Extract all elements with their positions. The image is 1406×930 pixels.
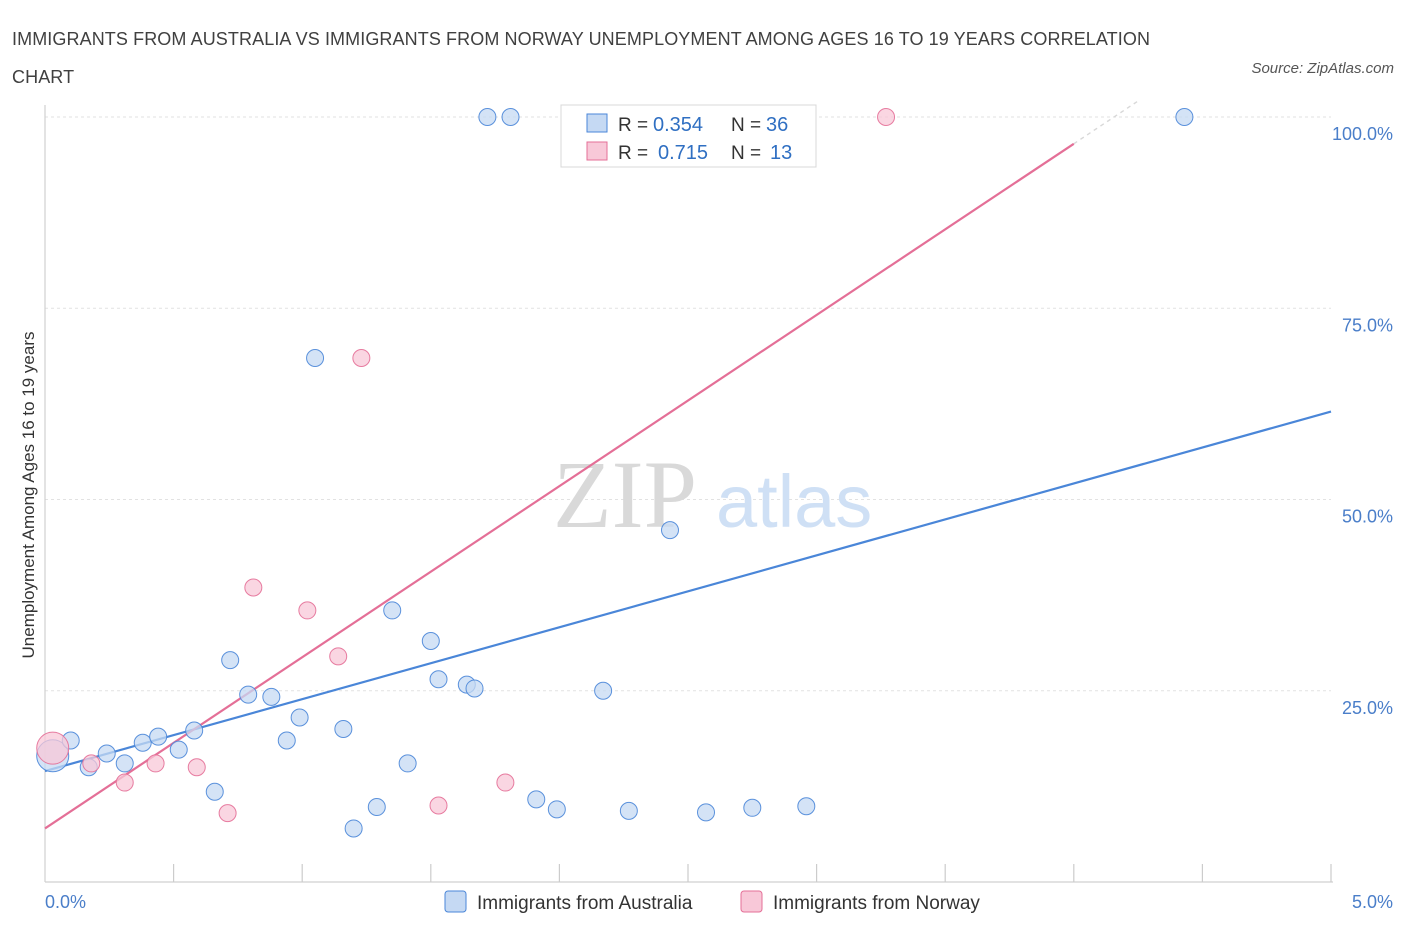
stats-n-value-norway: 13 (770, 142, 792, 164)
trend-line-norway (44, 142, 1075, 830)
point-norway-12[interactable] (877, 108, 896, 126)
y-tick-label-25: 25.0% (1342, 698, 1393, 718)
source-label: Source: ZipAtlas.com (1251, 60, 1394, 77)
point-australia-20[interactable] (398, 754, 417, 773)
stats-legend: R = 0.354 N = 36 R = 0.715 N = 13 (560, 104, 817, 168)
point-norway-5[interactable] (218, 804, 237, 823)
point-australia-27[interactable] (527, 790, 546, 809)
point-australia-34[interactable] (797, 797, 816, 816)
point-australia-28[interactable] (547, 800, 566, 819)
point-australia-5[interactable] (133, 733, 152, 752)
legend-swatch-australia (444, 890, 467, 913)
point-australia-15[interactable] (306, 348, 325, 367)
point-australia-12[interactable] (262, 687, 281, 706)
stats-n-value-australia: 36 (766, 114, 788, 136)
point-australia-32[interactable] (697, 803, 716, 822)
watermark-atlas: atlas (716, 460, 872, 543)
point-norway-4[interactable] (187, 758, 206, 777)
point-norway-6[interactable] (244, 578, 263, 597)
legend-label-norway: Immigrants from Norway (773, 893, 980, 914)
point-norway-0[interactable] (36, 731, 70, 765)
trend-line-australia (44, 410, 1332, 773)
point-australia-10[interactable] (221, 651, 240, 670)
x-tick-label-max: 5.0% (1352, 892, 1393, 912)
point-australia-16[interactable] (334, 720, 353, 738)
point-norway-7[interactable] (298, 601, 317, 620)
trend-lines (44, 100, 1332, 830)
chart-title: IMMIGRANTS FROM AUSTRALIA VS IMMIGRANTS … (12, 29, 1151, 87)
legend-label-australia: Immigrants from Australia (477, 893, 693, 914)
y-tick-label-50: 50.0% (1342, 507, 1393, 527)
y-axis-title: Unemployment Among Ages 16 to 19 years (19, 332, 38, 659)
series-legend: Immigrants from Australia Immigrants fro… (444, 890, 980, 914)
point-australia-19[interactable] (383, 601, 402, 620)
point-australia-11[interactable] (239, 685, 258, 704)
data-points (36, 108, 1194, 838)
point-australia-18[interactable] (367, 798, 386, 817)
point-australia-25[interactable] (478, 108, 497, 126)
stats-n-label-australia: N = (731, 115, 761, 136)
point-australia-13[interactable] (277, 731, 296, 750)
stats-n-label-norway: N = (731, 143, 761, 164)
point-australia-35[interactable] (1175, 108, 1194, 126)
point-australia-8[interactable] (185, 721, 204, 740)
point-australia-9[interactable] (205, 782, 224, 801)
point-australia-29[interactable] (594, 681, 613, 700)
point-australia-31[interactable] (660, 521, 679, 540)
point-australia-21[interactable] (421, 632, 440, 651)
stats-r-value-australia: 0.354 (653, 114, 703, 136)
point-australia-17[interactable] (344, 819, 363, 838)
point-norway-10[interactable] (429, 796, 448, 815)
point-australia-4[interactable] (115, 754, 134, 773)
point-australia-22[interactable] (429, 670, 448, 689)
point-australia-30[interactable] (619, 801, 638, 820)
point-norway-8[interactable] (329, 647, 348, 666)
y-tick-label-100: 100.0% (1332, 124, 1393, 144)
point-australia-33[interactable] (743, 798, 762, 817)
stats-swatch-norway (586, 141, 608, 161)
legend-swatch-norway (740, 890, 763, 913)
x-tick-label-min: 0.0% (45, 892, 86, 912)
stats-swatch-australia (586, 113, 608, 133)
stats-r-label-australia: R = (618, 115, 648, 136)
point-norway-1[interactable] (82, 754, 101, 773)
y-tick-labels: 100.0% 75.0% 50.0% 25.0% (1332, 124, 1393, 718)
watermark: ZIP atlas (553, 441, 872, 548)
point-norway-9[interactable] (352, 348, 371, 367)
point-australia-6[interactable] (149, 727, 168, 746)
x-ticks (173, 864, 1332, 882)
point-norway-11[interactable] (496, 773, 515, 792)
point-australia-3[interactable] (97, 744, 116, 763)
stats-r-value-norway: 0.715 (658, 142, 708, 164)
point-australia-24[interactable] (465, 679, 484, 698)
stats-r-label-norway: R = (618, 143, 648, 164)
trend-extension-norway (1073, 100, 1139, 145)
point-australia-26[interactable] (501, 108, 520, 126)
gridlines (45, 116, 1331, 692)
point-australia-7[interactable] (169, 740, 188, 759)
point-norway-3[interactable] (146, 754, 165, 773)
point-australia-14[interactable] (290, 708, 309, 727)
y-tick-label-75: 75.0% (1342, 315, 1393, 335)
point-norway-2[interactable] (115, 773, 134, 792)
